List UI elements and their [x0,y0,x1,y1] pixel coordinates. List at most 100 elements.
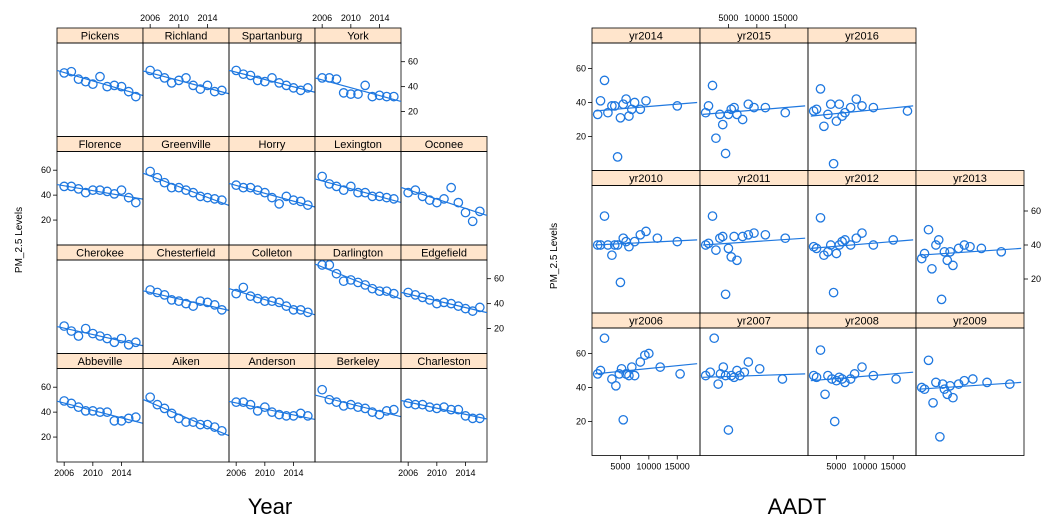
data-point-yr2010-15 [672,236,683,247]
y-tick-label: 40 [576,383,586,393]
data-point-yr2014-9 [621,94,631,104]
panel-frame-yr2007 [699,327,809,456]
data-point-yr2009-2 [923,355,934,366]
data-point-edgefield-10 [474,302,485,313]
data-point-lexington-5 [353,187,363,198]
data-point-darlington-8 [374,286,385,297]
data-point-yr2009-10 [948,392,958,403]
data-point-yr2009-13 [967,374,978,384]
data-point-abbeville-3 [80,406,91,416]
panel-frame-yr2013 [915,185,1025,314]
data-point-colleton-5 [267,296,277,306]
panel-frame-yr2016 [807,42,917,171]
panel-title-abbeville: Abbeville [78,356,123,368]
data-point-yr2013-7 [939,246,950,257]
data-point-yr2006-16 [675,369,685,379]
data-point-yr2006-10 [626,362,637,372]
panel-frame-yr2009 [915,327,1025,456]
data-point-yr2009-1 [919,384,930,395]
data-point-greenville-9 [209,194,220,204]
data-point-richland-10 [216,85,227,96]
data-point-florence-0 [59,181,70,192]
data-point-yr2008-3 [820,389,830,400]
data-point-yr2015-11 [737,114,748,125]
data-point-oconee-5 [439,194,449,204]
data-point-charleston-7 [453,404,464,415]
regression-line-yr2011 [702,237,806,246]
data-point-lexington-9 [381,192,392,203]
data-point-yr2008-6 [829,416,840,427]
data-point-aiken-7 [195,419,206,430]
data-point-yr2011-1 [703,238,714,249]
data-point-oconee-9 [467,216,478,227]
y-tick-label: 40 [408,82,418,92]
data-point-yr2014-8 [618,99,629,110]
regression-line-chesterfield [142,290,230,311]
data-point-spartanburg-1 [238,69,249,80]
data-point-yr2011-2 [707,211,718,221]
data-point-aiken-2 [159,403,170,414]
data-point-yr2012-1 [811,243,822,254]
data-point-pickens-6 [102,81,113,92]
data-point-yr2007-5 [718,362,729,372]
y-tick-label: 20 [1031,274,1041,284]
data-point-yr2013-6 [936,294,947,305]
right-y-axis-label: PM_2.5 Levels [549,223,560,289]
x-tick-label: 15000 [665,462,690,472]
data-point-darlington-1 [324,260,335,270]
y-tick-label: 20 [494,324,504,334]
data-point-darlington-3 [338,276,349,287]
panel-title-yr2009: yr2009 [953,316,987,328]
panel-frame-horry [228,151,316,246]
data-point-yr2007-13 [743,357,754,367]
data-point-yr2014-1 [595,95,606,106]
x-tick-label: 2010 [341,13,361,23]
data-point-berkeley-10 [388,404,399,415]
data-point-yr2010-0 [592,240,603,250]
data-point-cherokee-3 [80,323,91,334]
panel-frame-cherokee [56,259,144,354]
panel-title-yr2008: yr2008 [845,316,879,328]
data-point-florence-5 [95,185,105,195]
y-tick-label: 60 [1031,206,1041,216]
data-point-greenville-1 [152,172,163,183]
data-point-york-5 [353,89,363,99]
data-point-yr2009-4 [931,377,941,388]
data-point-yr2014-4 [607,101,617,111]
data-point-abbeville-6 [102,407,113,417]
data-point-anderson-0 [231,397,242,408]
x-tick-label: 2010 [427,468,447,478]
data-point-yr2007-15 [777,374,788,384]
y-tick-label: 40 [576,98,586,108]
panel-title-spartanburg: Spartanburg [242,31,303,43]
data-point-anderson-6 [274,409,285,420]
panel-title-yr2006: yr2006 [629,316,663,328]
data-point-yr2008-2 [815,345,826,355]
x-tick-label: 2006 [140,13,160,23]
x-tick-label: 2010 [83,468,103,478]
data-point-colleton-10 [302,307,313,318]
y-tick-label: 40 [41,407,51,417]
data-point-yr2014-2 [599,75,610,86]
data-point-yr2013-4 [931,240,941,250]
data-point-yr2007-1 [705,367,716,378]
data-point-colleton-8 [288,305,299,315]
data-point-lexington-8 [374,191,385,202]
regression-line-yr2016 [810,105,914,117]
x-tick-label: 2006 [226,468,246,478]
data-point-yr2013-10 [948,260,958,271]
x-tick-label: 5000 [826,462,846,472]
y-tick-label: 20 [41,215,51,225]
data-point-spartanburg-2 [245,70,256,81]
regression-line-berkeley [314,394,402,418]
data-point-yr2011-13 [749,228,759,238]
data-point-yr2010-7 [615,277,626,288]
data-point-lexington-10 [388,194,399,204]
y-tick-label: 20 [41,432,51,442]
data-point-berkeley-9 [381,406,392,416]
data-point-florence-8 [116,185,127,195]
data-point-yr2015-10 [732,109,742,120]
data-point-cherokee-0 [59,321,70,331]
data-point-florence-10 [130,197,141,208]
data-point-oconee-8 [460,207,471,218]
